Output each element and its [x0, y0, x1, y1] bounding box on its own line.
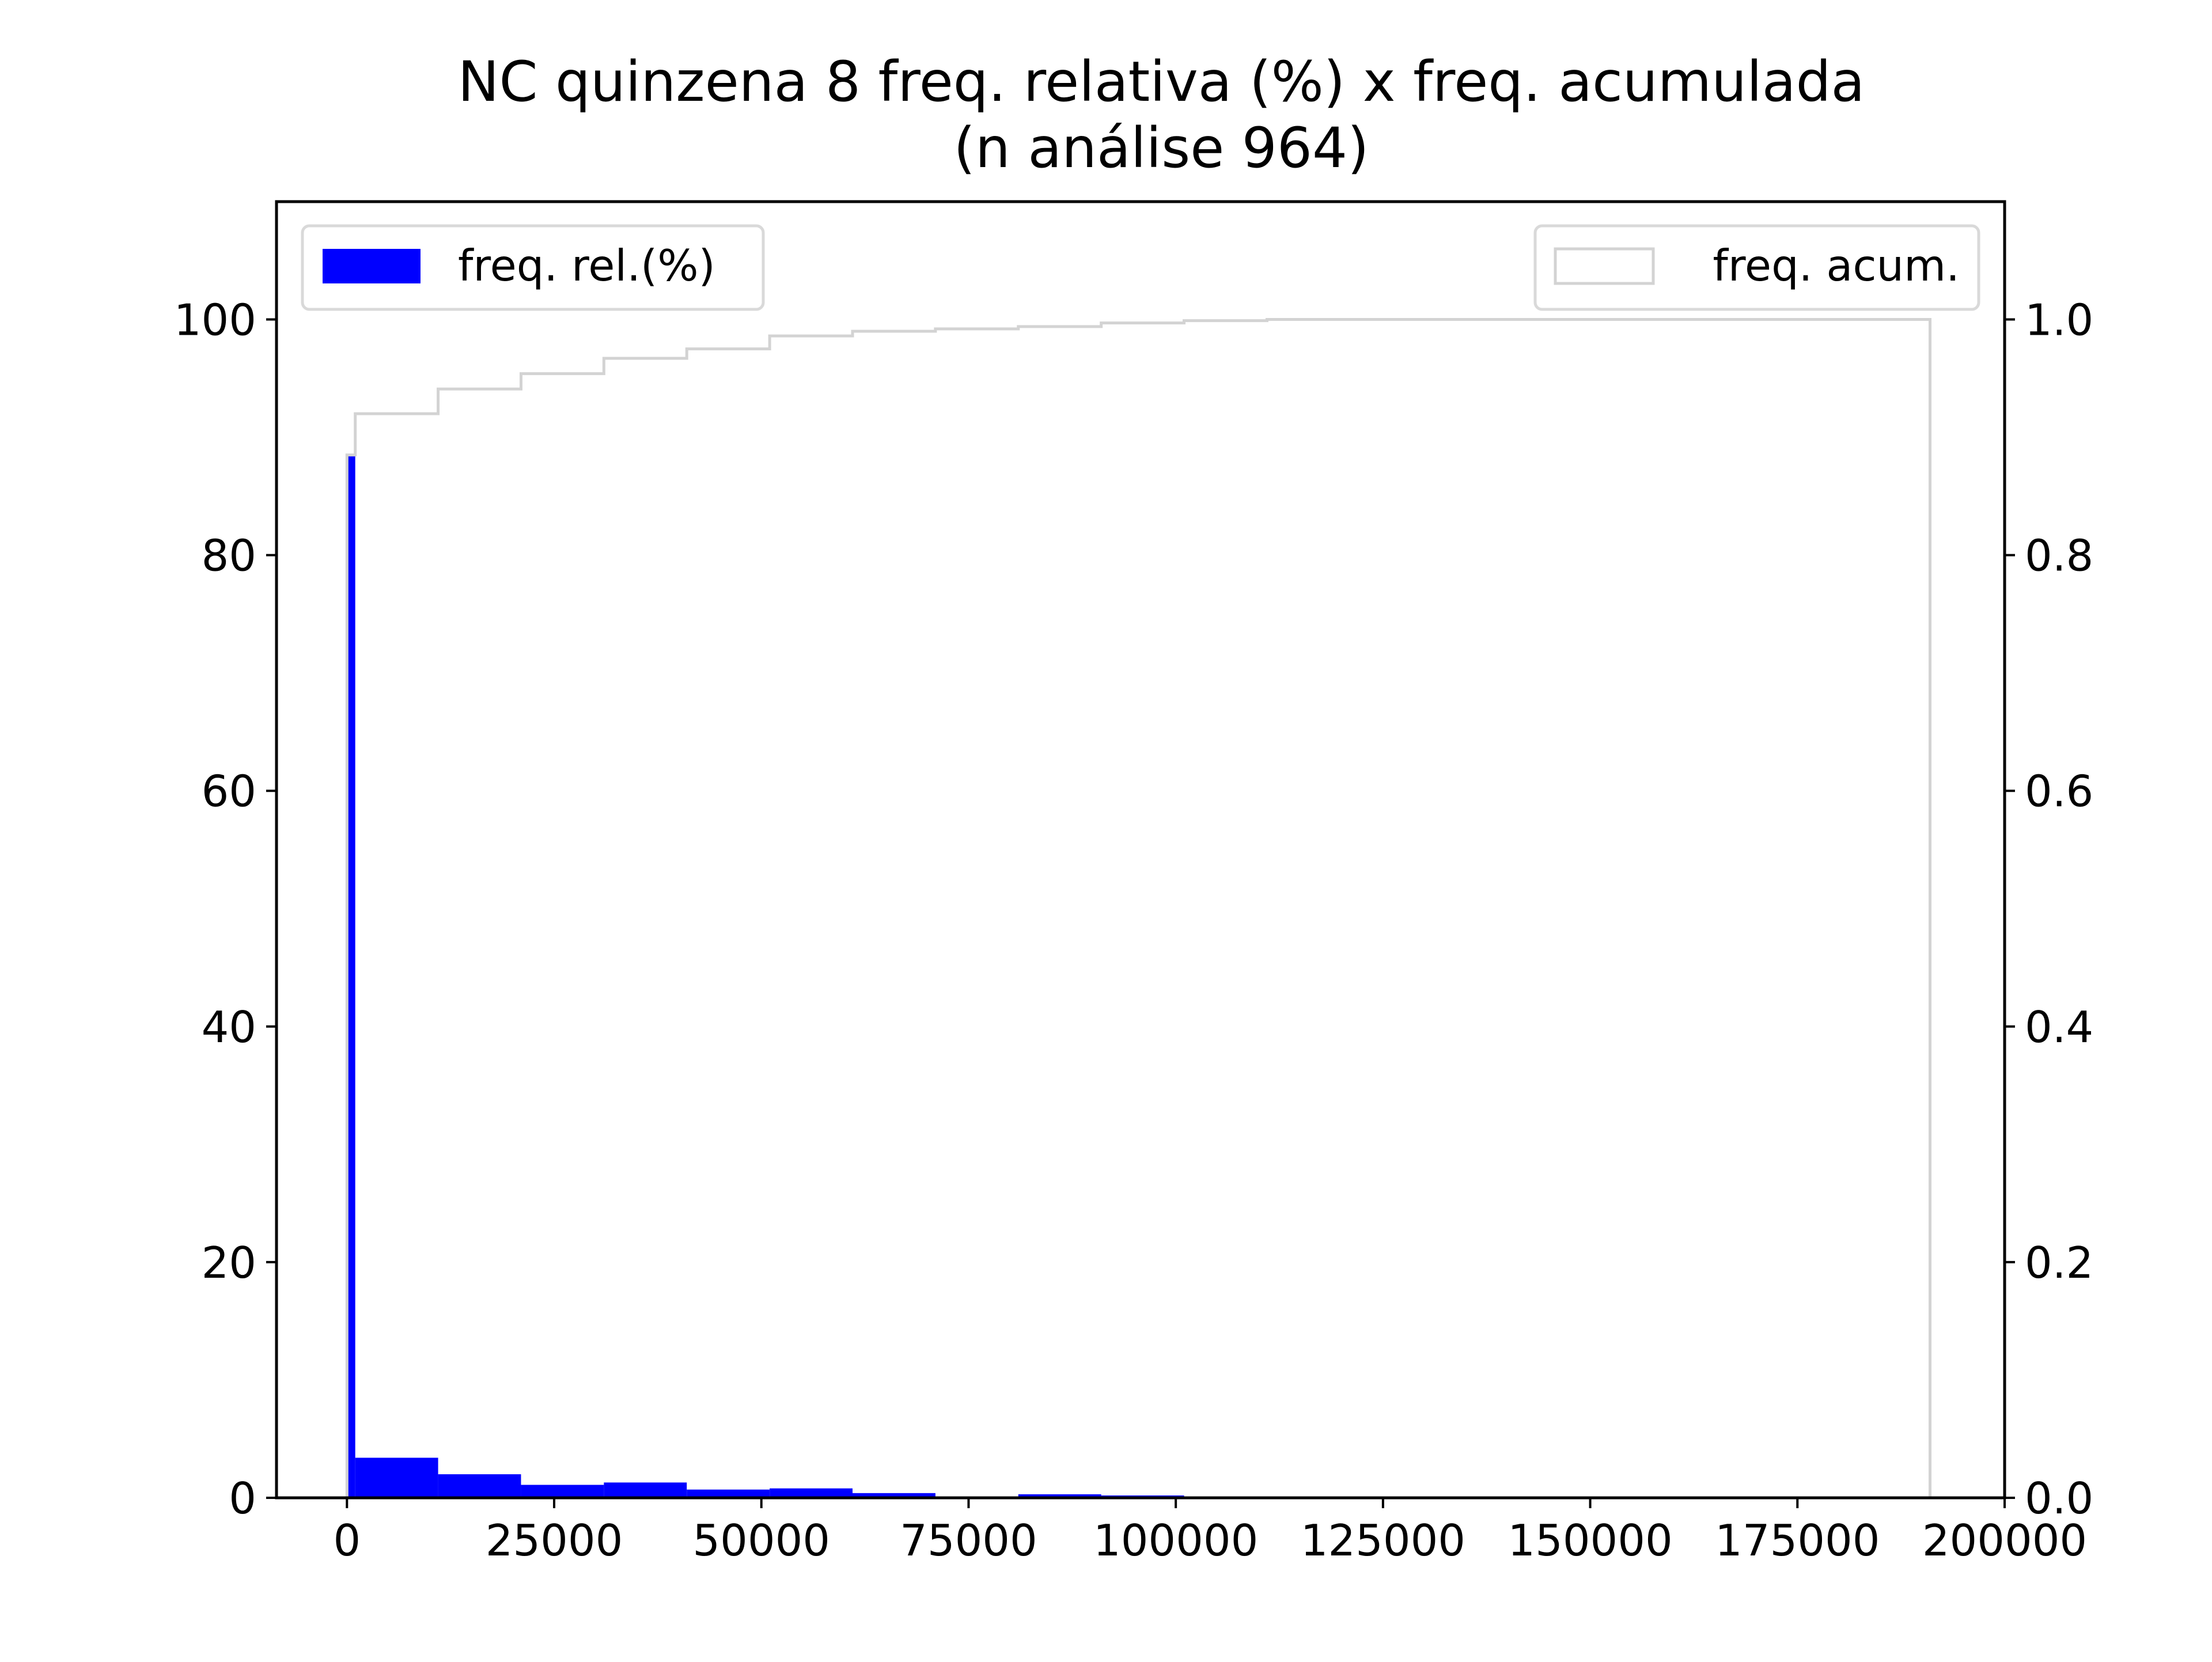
legend-left-swatch — [323, 249, 421, 283]
y2-tick-label-0: 0.0 — [2025, 1473, 2093, 1524]
x-tick-label-2: 50000 — [692, 1515, 830, 1566]
legend-left: freq. rel.(%) — [301, 224, 765, 311]
legend-right-frame — [1533, 224, 1980, 311]
x-tick-label-4: 100000 — [1093, 1515, 1258, 1566]
cumulative-step-line — [345, 318, 1931, 1498]
legend-right-swatch — [1554, 247, 1655, 285]
histogram-bar-5 — [687, 1489, 770, 1498]
x-tick-label-3: 75000 — [900, 1515, 1037, 1566]
x-tick-label-6: 150000 — [1508, 1515, 1672, 1566]
chart-title: NC quinzena 8 freq. relativa (%) x freq.… — [458, 50, 1865, 114]
histogram-bar-1 — [355, 1457, 438, 1498]
y-tick-label-1: 20 — [202, 1237, 256, 1288]
legend-left-frame — [301, 224, 765, 311]
y-axis-right: 0.0 0.2 0.4 0.6 0.8 1.0 — [2005, 295, 2093, 1524]
y-tick-label-2: 40 — [202, 1002, 256, 1053]
histogram-bar-9 — [1018, 1494, 1101, 1498]
legend-right-label: freq. acum. — [1713, 240, 1960, 291]
x-tick-label-7: 175000 — [1715, 1515, 1880, 1566]
histogram-bar-0 — [347, 455, 355, 1498]
y-tick-label-3: 60 — [202, 766, 256, 817]
y-tick-label-0: 0 — [229, 1473, 256, 1524]
x-tick-label-1: 25000 — [486, 1515, 623, 1566]
y-axis-left: 0 20 40 60 80 100 — [174, 295, 276, 1524]
histogram-bar-6 — [770, 1488, 853, 1498]
chart-subtitle: (n análise 964) — [954, 116, 1369, 180]
y2-tick-label-2: 0.4 — [2025, 1002, 2093, 1053]
x-tick-label-0: 0 — [333, 1515, 361, 1566]
y2-tick-label-4: 0.8 — [2025, 531, 2093, 581]
x-axis: 0 25000 50000 75000 100000 125000 150000 175000… — [333, 1498, 2087, 1566]
cumulative-step-path — [345, 318, 1931, 1498]
histogram-bars — [347, 455, 1930, 1498]
histogram-bar-3 — [521, 1485, 604, 1498]
x-tick-label-5: 125000 — [1301, 1515, 1465, 1566]
y2-tick-label-5: 1.0 — [2025, 295, 2093, 346]
y2-tick-label-3: 0.6 — [2025, 766, 2093, 817]
x-tick-label-8: 200000 — [1922, 1515, 2087, 1566]
histogram-bar-2 — [438, 1474, 521, 1498]
y-tick-label-5: 100 — [174, 295, 256, 346]
y-tick-label-4: 80 — [202, 531, 256, 581]
y2-tick-label-1: 0.2 — [2025, 1237, 2093, 1288]
plot-frame — [275, 200, 2006, 1500]
histogram-bar-7 — [853, 1493, 935, 1498]
legend-left-label: freq. rel.(%) — [458, 240, 715, 291]
legend-right: freq. acum. — [1533, 224, 1980, 311]
histogram-bar-4 — [604, 1482, 687, 1498]
